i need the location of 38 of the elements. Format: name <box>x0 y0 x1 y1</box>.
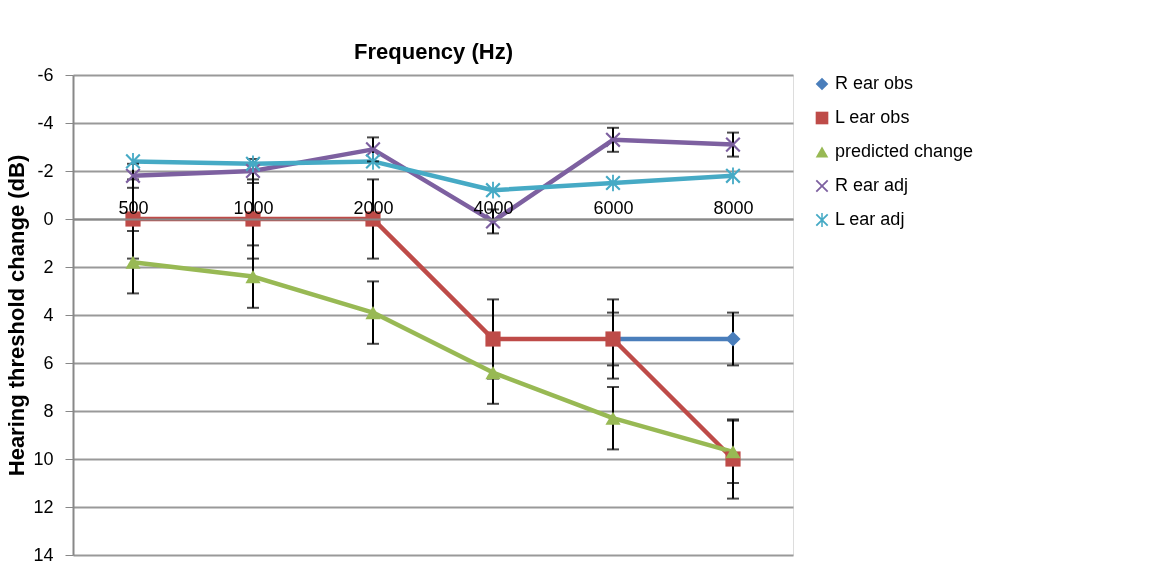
y-tick-label: -2 <box>37 160 54 181</box>
point <box>605 174 621 192</box>
legend-label: predicted change <box>835 141 974 161</box>
y-tick-label: 2 <box>43 256 54 277</box>
point <box>485 181 501 199</box>
point <box>245 155 261 173</box>
point <box>365 141 381 157</box>
y-tick-label: 0 <box>43 208 54 229</box>
point <box>725 137 741 153</box>
y-tick-label: -4 <box>37 112 54 133</box>
legend-label: L ear adj <box>835 209 905 229</box>
y-tick-label: 4 <box>43 304 54 325</box>
x-tick-label: 8000 <box>713 197 754 218</box>
point <box>365 306 381 320</box>
point <box>725 331 741 347</box>
y-tick-label: 10 <box>33 448 54 469</box>
y-tick-label: -6 <box>37 64 54 85</box>
point <box>605 411 621 425</box>
x-tick-label: 6000 <box>593 197 634 218</box>
point <box>485 331 501 347</box>
point <box>485 366 501 380</box>
y-axis-title: Hearing threshold change (dB) <box>4 154 30 477</box>
point <box>245 270 261 284</box>
point <box>125 168 141 184</box>
legend-label: R ear adj <box>835 175 909 195</box>
point <box>725 445 741 459</box>
x-axis-title: Frequency (Hz) <box>354 38 513 64</box>
legend-label: L ear obs <box>835 107 910 127</box>
point <box>605 132 621 148</box>
point <box>365 153 381 170</box>
y-tick-label: 14 <box>33 544 54 565</box>
legend-label: R ear obs <box>835 73 914 93</box>
point <box>125 153 141 170</box>
y-tick-label: 12 <box>33 496 54 517</box>
y-tick-label: 8 <box>43 400 54 421</box>
point <box>725 167 741 185</box>
y-tick-label: 6 <box>43 352 54 373</box>
point <box>125 255 141 269</box>
